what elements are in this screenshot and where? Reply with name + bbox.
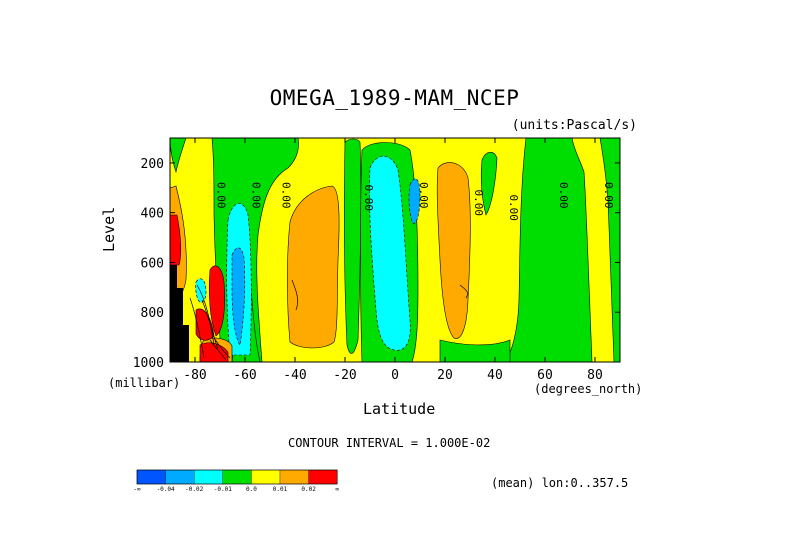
- colorbar-label: 0.02: [301, 486, 316, 493]
- contour-label: 0.00: [250, 182, 263, 209]
- x-tick-label: -80: [183, 368, 206, 383]
- colorbar-swatch: [136, 469, 166, 485]
- units-label: (units:Pascal/s): [511, 118, 637, 133]
- region-blue: [231, 247, 246, 346]
- colorbar-frame: [136, 469, 338, 485]
- contour-label: 0.00: [280, 182, 293, 209]
- region-green: [170, 138, 187, 174]
- x-tick-label: 0: [391, 368, 399, 383]
- region-green: [344, 138, 362, 354]
- contour-interval-label: CONTOUR INTERVAL = 1.000E-02: [288, 436, 491, 450]
- x-tick-label: -60: [233, 368, 256, 383]
- x-tick: -20: [333, 138, 357, 383]
- axis-ticks: -80 -60 -40 -20 0 20 40 60 80 200 400 600 800 1000: [133, 138, 620, 383]
- mean-longitude-label: (mean) lon:0..357.5: [491, 476, 629, 490]
- x-tick-label: 60: [537, 368, 553, 383]
- contour-label: 0.00: [602, 182, 615, 209]
- y-tick-label: 200: [141, 157, 164, 172]
- colorbar-label: ∞: [335, 486, 339, 493]
- x-tick-label: 20: [437, 368, 453, 383]
- x-axis-label: Latitude: [363, 400, 436, 418]
- x-tick: 0: [391, 138, 399, 383]
- contour-lines: [189, 279, 468, 361]
- x-tick: -60: [233, 138, 257, 383]
- y-tick: 200: [141, 157, 620, 172]
- y-tick: 400: [141, 207, 620, 222]
- contour-label: 0.00: [362, 184, 375, 211]
- x-tick: 40: [487, 138, 503, 383]
- region-cyan: [369, 155, 411, 351]
- colorbar-label: -∞: [133, 486, 141, 493]
- x-tick: 20: [437, 138, 453, 383]
- contour-label: 0.00: [417, 182, 430, 209]
- y-tick: 600: [141, 256, 620, 271]
- region-green: [505, 138, 593, 362]
- region-orange: [436, 162, 471, 339]
- y-tick-label: 400: [141, 207, 164, 222]
- y-unit-label: (millibar): [108, 376, 181, 390]
- x-tick-label: -20: [333, 368, 356, 383]
- colorbar-swatch: [194, 469, 223, 485]
- region-red: [170, 214, 182, 266]
- region-blue: [408, 178, 421, 224]
- region-red: [208, 265, 226, 337]
- contour-label: 0.00: [557, 182, 570, 209]
- colorbar-swatch: [222, 469, 252, 485]
- colorbar: -∞ -0.04 -0.02 -0.01 0.0 0.01 0.02 ∞: [133, 469, 339, 493]
- contour-label: 0.00: [472, 189, 485, 216]
- y-tick-label: 600: [141, 256, 164, 271]
- region-green: [480, 151, 498, 216]
- x-unit-label: (degrees_north): [534, 382, 643, 396]
- y-tick: 800: [141, 306, 620, 321]
- region-below-ground: [170, 265, 189, 362]
- contour-label: 0.00: [215, 182, 228, 209]
- x-tick: -80: [183, 138, 207, 383]
- region-orange: [287, 185, 340, 349]
- contour-value-labels: 0.00 0.00 0.00 0.00 0.00 0.00 0.00 0.00 0.00: [215, 182, 616, 221]
- x-tick-label: -40: [283, 368, 306, 383]
- x-tick: -40: [283, 138, 307, 383]
- y-tick-label: 1000: [133, 356, 164, 371]
- x-tick: 80: [587, 138, 603, 383]
- colorbar-swatch: [251, 469, 281, 485]
- region-cyan: [195, 278, 207, 303]
- chart-title: OMEGA_1989-MAM_NCEP: [269, 86, 520, 110]
- x-tick-label: 40: [487, 368, 503, 383]
- region-green: [439, 339, 511, 362]
- colorbar-label: 0.0: [246, 486, 257, 493]
- x-tick-label: 80: [587, 368, 603, 383]
- colorbar-swatch: [279, 469, 309, 485]
- x-tick: 60: [537, 138, 553, 383]
- colorbar-label: -0.02: [185, 486, 203, 493]
- colorbar-swatch: [308, 469, 338, 485]
- region-green: [599, 138, 620, 362]
- colorbar-swatch: [165, 469, 195, 485]
- colorbar-label: 0.01: [273, 486, 288, 493]
- y-tick-label: 800: [141, 306, 164, 321]
- colorbar-label: -0.01: [214, 486, 232, 493]
- contour-label: 0.00: [507, 194, 520, 221]
- colorbar-label: -0.04: [157, 486, 175, 493]
- y-tick: 1000: [133, 356, 620, 371]
